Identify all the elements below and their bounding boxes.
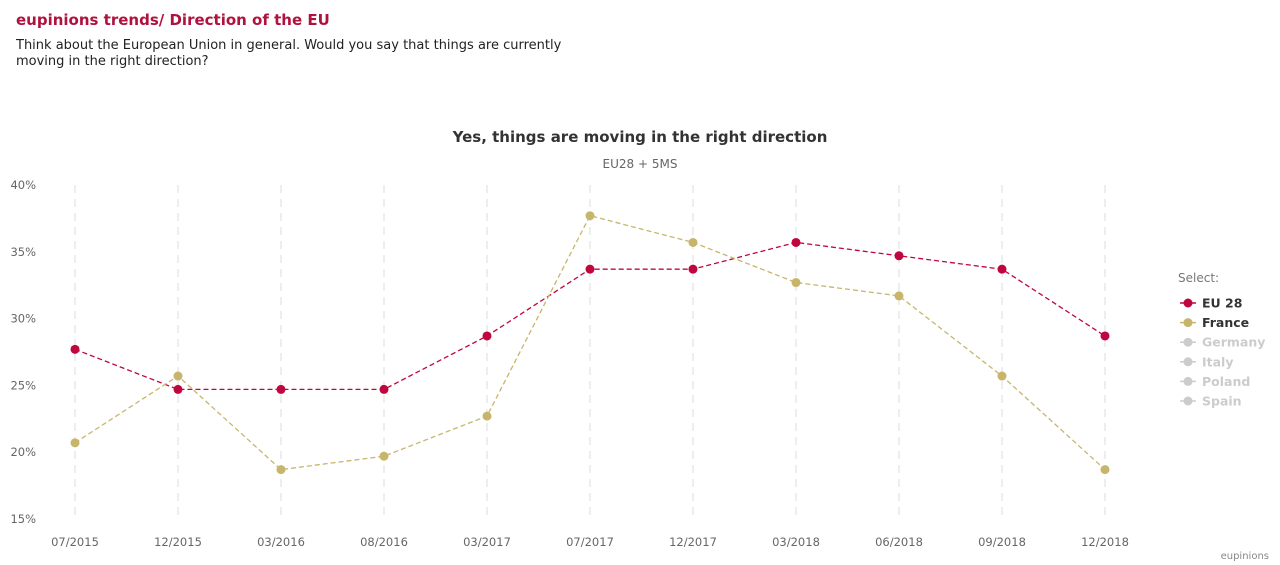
credit-text: eupinions bbox=[1221, 551, 1269, 562]
data-point[interactable] bbox=[276, 465, 286, 475]
x-tick-label: 12/2017 bbox=[669, 535, 717, 549]
legend-marker bbox=[1183, 396, 1193, 406]
data-point[interactable] bbox=[379, 451, 389, 461]
legend-marker bbox=[1183, 376, 1193, 386]
data-point[interactable] bbox=[997, 371, 1007, 381]
legend-item-spain[interactable]: Spain bbox=[1180, 394, 1242, 409]
series-eu-28 bbox=[70, 237, 1110, 394]
chart-subtitle: EU28 + 5MS bbox=[603, 157, 678, 171]
x-tick-label: 03/2017 bbox=[463, 535, 511, 549]
legend-marker bbox=[1183, 298, 1193, 308]
data-point[interactable] bbox=[1100, 465, 1110, 475]
legend-item-germany[interactable]: Germany bbox=[1180, 335, 1265, 350]
plot-area bbox=[70, 211, 1110, 475]
legend-marker bbox=[1183, 318, 1193, 328]
y-tick-label: 35% bbox=[10, 245, 36, 259]
x-tick-label: 08/2016 bbox=[360, 535, 408, 549]
data-point[interactable] bbox=[1100, 331, 1110, 341]
data-point[interactable] bbox=[173, 384, 183, 394]
legend-item-france[interactable]: France bbox=[1180, 315, 1249, 330]
data-point[interactable] bbox=[482, 411, 492, 421]
data-point[interactable] bbox=[688, 264, 698, 274]
series-france bbox=[70, 211, 1110, 475]
x-tick-label: 07/2017 bbox=[566, 535, 614, 549]
legend-label: EU 28 bbox=[1202, 296, 1242, 311]
legend-label: France bbox=[1202, 315, 1249, 330]
data-point[interactable] bbox=[585, 264, 595, 274]
y-tick-label: 15% bbox=[10, 512, 36, 526]
data-point[interactable] bbox=[894, 251, 904, 261]
data-point[interactable] bbox=[894, 291, 904, 301]
series-line bbox=[74, 214, 1106, 471]
legend-item-poland[interactable]: Poland bbox=[1180, 374, 1250, 389]
legend-title: Select: bbox=[1178, 271, 1219, 285]
legend-item-italy[interactable]: Italy bbox=[1180, 354, 1234, 369]
x-tick-label: 07/2015 bbox=[51, 535, 99, 549]
x-tick-label: 03/2016 bbox=[257, 535, 305, 549]
x-tick-label: 06/2018 bbox=[875, 535, 923, 549]
legend-item-eu-28[interactable]: EU 28 bbox=[1180, 296, 1242, 311]
survey-question: Think about the European Union in genera… bbox=[16, 38, 562, 69]
data-point[interactable] bbox=[791, 278, 801, 288]
x-axis: 07/2015 12/2015 03/2016 08/2016 03/2017 07/20… bbox=[51, 535, 1129, 549]
y-tick-label: 40% bbox=[10, 178, 36, 192]
data-point[interactable] bbox=[276, 384, 286, 394]
legend: Select: EU 28 France Germany Italy Poland Spa… bbox=[1178, 271, 1265, 409]
y-tick-label: 25% bbox=[10, 378, 36, 392]
data-point[interactable] bbox=[482, 331, 492, 341]
legend-label: Germany bbox=[1202, 335, 1265, 350]
y-tick-label: 20% bbox=[10, 445, 36, 459]
data-point[interactable] bbox=[379, 384, 389, 394]
grid bbox=[74, 185, 1106, 519]
x-tick-label: 12/2018 bbox=[1081, 535, 1129, 549]
y-axis: 15% 20% 25% 30% 35% 40% bbox=[10, 178, 36, 526]
page-title: eupinions trends/ Direction of the EU bbox=[16, 11, 330, 29]
chart-title: Yes, things are moving in the right dire… bbox=[452, 128, 828, 146]
page-header: eupinions trends/ Direction of the EU Th… bbox=[16, 10, 636, 70]
data-point[interactable] bbox=[173, 371, 183, 381]
data-point[interactable] bbox=[70, 344, 80, 354]
legend-label: Italy bbox=[1202, 354, 1234, 369]
data-point[interactable] bbox=[688, 237, 698, 247]
legend-label: Poland bbox=[1202, 374, 1250, 389]
x-tick-label: 09/2018 bbox=[978, 535, 1026, 549]
data-point[interactable] bbox=[585, 211, 595, 221]
data-point[interactable] bbox=[70, 438, 80, 448]
x-tick-label: 12/2015 bbox=[154, 535, 202, 549]
data-point[interactable] bbox=[997, 264, 1007, 274]
data-point[interactable] bbox=[791, 237, 801, 247]
legend-label: Spain bbox=[1202, 394, 1242, 409]
y-tick-label: 30% bbox=[10, 312, 36, 326]
legend-marker bbox=[1183, 337, 1193, 347]
x-tick-label: 03/2018 bbox=[772, 535, 820, 549]
legend-marker bbox=[1183, 357, 1193, 367]
